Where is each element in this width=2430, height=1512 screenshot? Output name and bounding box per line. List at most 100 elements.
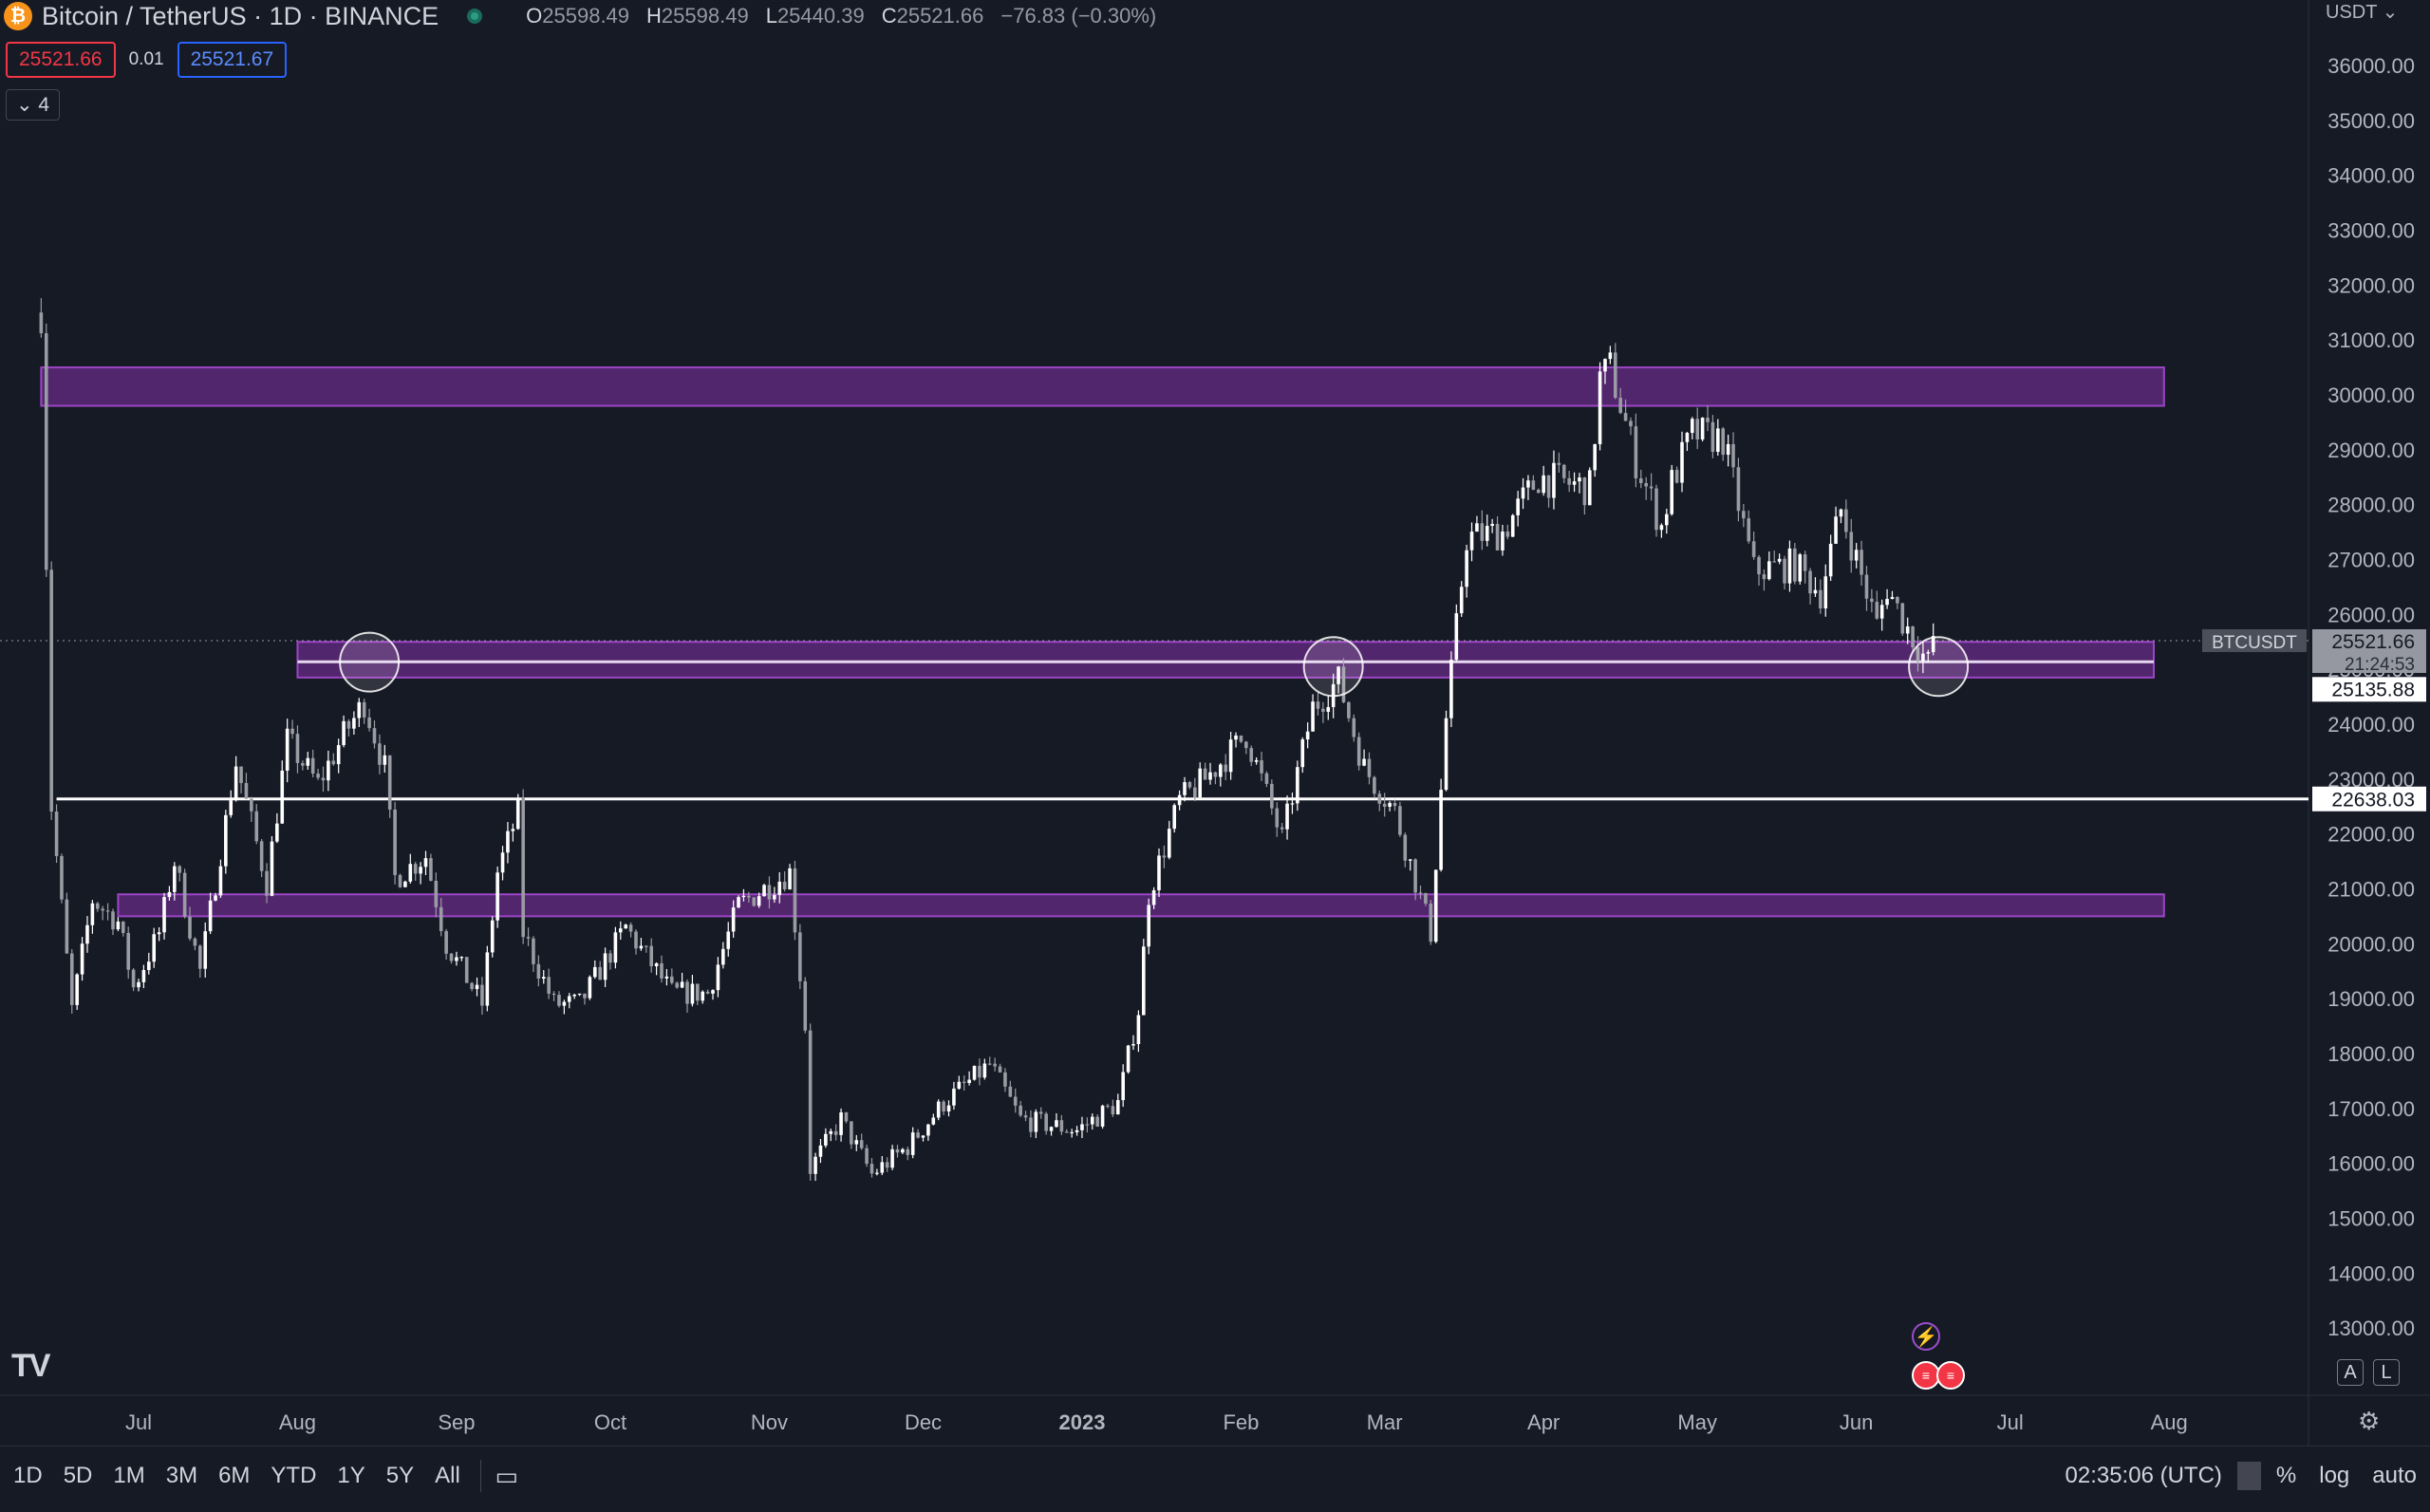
candle-body	[885, 1162, 889, 1168]
candle-body	[1710, 421, 1715, 453]
candle-body	[1505, 532, 1510, 537]
symbol-title[interactable]: Bitcoin / TetherUS · 1D · BINANCE	[42, 1, 439, 30]
timeframe-1d[interactable]: 1D	[13, 1463, 43, 1488]
candle-body	[506, 831, 510, 853]
timeframe-5y[interactable]: 5Y	[385, 1463, 415, 1488]
candle-body	[95, 903, 100, 909]
candle-body	[75, 974, 79, 1005]
candle-body	[470, 982, 474, 990]
candle-body	[1131, 1044, 1135, 1046]
candle-body	[290, 728, 294, 735]
candle-body	[214, 895, 217, 901]
candle-body	[752, 897, 757, 906]
candle-body	[1296, 767, 1299, 804]
candle-body	[526, 937, 531, 939]
level-label: 22638.03	[2331, 790, 2415, 812]
price-chart[interactable]: 13000.00 14000.00 15000.00 16000.00 17000.00…	[0, 0, 2430, 1446]
indicators-toggle[interactable]: ⌄ 4	[6, 89, 61, 121]
zone-rect	[40, 366, 2165, 407]
candle-body	[1115, 1100, 1120, 1115]
log-scale-button[interactable]: log	[2319, 1463, 2350, 1488]
candle-body	[1844, 509, 1848, 532]
candle-body	[1055, 1120, 1058, 1128]
auto-scale-button[interactable]: A	[2337, 1359, 2364, 1386]
candle-body	[1275, 808, 1280, 828]
candle-body	[1193, 787, 1197, 798]
ohlc-high: H25598.49	[646, 4, 749, 28]
candle-body	[1290, 803, 1295, 805]
candle-body	[813, 1156, 817, 1174]
inner-line-tag-bg	[2312, 677, 2426, 702]
gear-icon[interactable]: ⚙	[2358, 1407, 2381, 1435]
candle-body	[60, 855, 64, 900]
candle-body	[352, 718, 356, 729]
candle-body	[137, 981, 140, 988]
candle-body	[1418, 892, 1423, 894]
candle-body	[798, 932, 802, 981]
y-tick-label: 35000.00	[2327, 109, 2415, 133]
candle-body	[464, 957, 469, 983]
market-status-icon[interactable]	[467, 9, 483, 24]
candle-body	[346, 720, 351, 729]
us-flag-icon[interactable]: ≡	[1936, 1361, 1965, 1390]
candle-body	[1772, 561, 1777, 563]
candle-body	[449, 953, 454, 961]
candle-body	[696, 983, 700, 1001]
auto-scale-toggle[interactable]: auto	[2372, 1463, 2417, 1488]
candle-body	[515, 797, 520, 830]
candle-body	[1900, 603, 1905, 634]
calendar-range-icon[interactable]: ▭	[495, 1461, 519, 1490]
candle-body	[1469, 532, 1474, 551]
utc-clock[interactable]: 02:35:06 (UTC)	[2065, 1463, 2222, 1488]
timeframe-ytd[interactable]: YTD	[271, 1463, 317, 1488]
candle-body	[1270, 783, 1274, 809]
lightning-icon[interactable]: ⚡	[1912, 1322, 1940, 1351]
candle-body	[921, 1135, 925, 1138]
candle-body	[1885, 598, 1889, 606]
candle-body	[726, 931, 731, 949]
candle-body	[1813, 589, 1818, 594]
candle-body	[962, 1081, 966, 1084]
candle-body	[162, 897, 166, 933]
timeframe-5d[interactable]: 5D	[63, 1463, 93, 1488]
candle-body	[1726, 443, 1730, 456]
candle-body	[541, 977, 546, 980]
candle-body	[490, 920, 495, 953]
candle-body	[598, 966, 602, 980]
candle-body	[342, 720, 346, 746]
sell-button[interactable]: 25521.66	[6, 42, 116, 78]
candle-body	[936, 1101, 941, 1118]
candle-body	[880, 1162, 885, 1173]
us-flag-icon[interactable]: ≡	[1912, 1361, 1940, 1390]
x-tick-label: Feb	[1223, 1410, 1259, 1434]
timeframe-all[interactable]: All	[435, 1463, 460, 1488]
timeframe-3m[interactable]: 3M	[165, 1463, 198, 1488]
candle-body	[1480, 523, 1485, 541]
timeframe-1y[interactable]: 1Y	[337, 1463, 365, 1488]
buy-button[interactable]: 25521.67	[177, 42, 288, 78]
timeframe-1m[interactable]: 1M	[113, 1463, 145, 1488]
candle-body	[1670, 470, 1673, 514]
candle-body	[403, 881, 407, 887]
candle-body	[1075, 1129, 1079, 1132]
zone-rect	[296, 641, 2155, 679]
candle-body	[982, 1063, 987, 1078]
currency-selector[interactable]: USDT ⌄	[2326, 2, 2399, 23]
candle-body	[901, 1148, 905, 1153]
candle-body	[90, 903, 95, 925]
candle-body	[562, 1001, 567, 1006]
timeframe-6m[interactable]: 6M	[218, 1463, 251, 1488]
candle-body	[1521, 487, 1525, 499]
percent-scale-button[interactable]: %	[2275, 1463, 2297, 1488]
candle-body	[393, 809, 397, 875]
lock-scale-button[interactable]: L	[2373, 1359, 2400, 1386]
candle-body	[1587, 470, 1592, 506]
candle-body	[1757, 556, 1761, 575]
tradingview-logo-icon[interactable]: TV	[11, 1348, 50, 1384]
candle-body	[1819, 589, 1822, 608]
y-tick-label: 29000.00	[2327, 439, 2415, 462]
candle-body	[1736, 467, 1741, 512]
candle-body	[1839, 509, 1843, 517]
candle-body	[1147, 905, 1150, 947]
candle-body	[890, 1148, 894, 1168]
